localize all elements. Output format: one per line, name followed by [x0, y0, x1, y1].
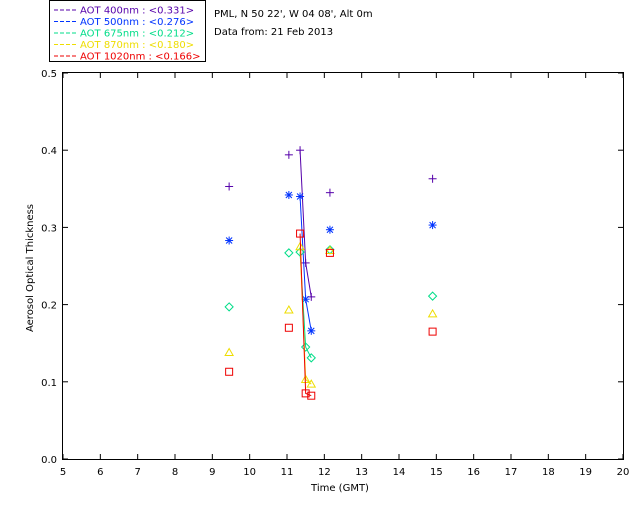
data-point: [325, 225, 334, 234]
data-point: [307, 326, 316, 335]
info-date: Data from: 21 Feb 2013: [214, 27, 333, 38]
data-point: [427, 308, 438, 318]
y-tick-label: 0.5: [41, 69, 57, 80]
x-tick-label: 5: [60, 467, 66, 478]
data-point: [325, 245, 335, 255]
y-tick-label: 0.1: [41, 378, 57, 389]
x-tick-label: 20: [617, 467, 630, 478]
y-tick-label: 0.4: [41, 146, 57, 157]
series-1: [225, 190, 437, 335]
data-point: [224, 347, 234, 356]
series-3: [224, 241, 438, 388]
data-point: [325, 248, 334, 257]
data-point: [296, 146, 305, 155]
x-tick-label: 10: [243, 467, 256, 478]
data-point: [225, 367, 234, 376]
data-point: [307, 391, 316, 400]
x-tick-label: 13: [355, 467, 368, 478]
info-location: PML, N 50 22', W 04 08', Alt 0m: [214, 9, 373, 20]
data-point: [284, 190, 293, 199]
y-tick-label: 0.2: [41, 301, 57, 312]
x-tick-label: 17: [505, 467, 518, 478]
x-tick-label: 8: [172, 467, 178, 478]
x-tick-label: 15: [430, 467, 443, 478]
legend-label: AOT 400nm : <0.331>: [80, 6, 194, 17]
data-point: [428, 221, 437, 230]
legend-label: AOT 1020nm : <0.166>: [80, 52, 200, 63]
x-tick-label: 7: [134, 467, 140, 478]
data-point: [224, 302, 234, 312]
series-2: [224, 245, 438, 363]
data-point: [284, 150, 293, 159]
x-tick-label: 11: [281, 467, 294, 478]
data-point: [325, 188, 334, 197]
x-axis-ticks: 5 6 7 8 9 10 11 12 13 14 15 16 17 18 19 20: [60, 73, 630, 478]
data-point: [306, 379, 317, 388]
data-point: [301, 295, 310, 304]
data-point: [427, 291, 438, 301]
x-axis-label: Time (GMT): [310, 483, 369, 494]
legend-box: [49, 0, 206, 62]
data-point: [295, 241, 305, 251]
y-axis-label: Aerosol Optical Thickness: [25, 204, 36, 332]
x-tick-label: 12: [318, 467, 331, 478]
legend-label: AOT 870nm : <0.180>: [80, 40, 194, 51]
series-0: [225, 146, 437, 301]
series-layer: [224, 146, 438, 400]
data-point: [300, 342, 311, 352]
data-point: [296, 192, 305, 201]
x-tick-label: 18: [542, 467, 555, 478]
x-tick-label: 19: [579, 467, 592, 478]
x-tick-label: 14: [393, 467, 406, 478]
legend: AOT 400nm : <0.331>AOT 500nm : <0.276>AO…: [49, 0, 206, 63]
series-4: [225, 229, 437, 400]
data-point: [284, 248, 294, 258]
y-axis-ticks: 0.0 0.1 0.2 0.3 0.4 0.5: [41, 69, 623, 466]
data-point: [301, 258, 310, 267]
data-point: [428, 174, 437, 183]
y-tick-label: 0.3: [41, 223, 57, 234]
plot-area: [62, 72, 624, 460]
data-point: [284, 304, 294, 314]
x-tick-label: 9: [209, 467, 215, 478]
data-point: [301, 389, 310, 398]
data-point: [296, 229, 305, 238]
legend-label: AOT 675nm : <0.212>: [80, 29, 194, 40]
data-point: [284, 323, 293, 332]
x-tick-label: 6: [97, 467, 103, 478]
data-point: [306, 353, 316, 363]
data-point: [428, 327, 437, 336]
data-point: [225, 236, 234, 245]
x-tick-label: 16: [467, 467, 480, 478]
legend-label: AOT 500nm : <0.276>: [80, 17, 194, 28]
y-tick-label: 0.0: [41, 455, 57, 466]
data-point: [225, 182, 234, 191]
